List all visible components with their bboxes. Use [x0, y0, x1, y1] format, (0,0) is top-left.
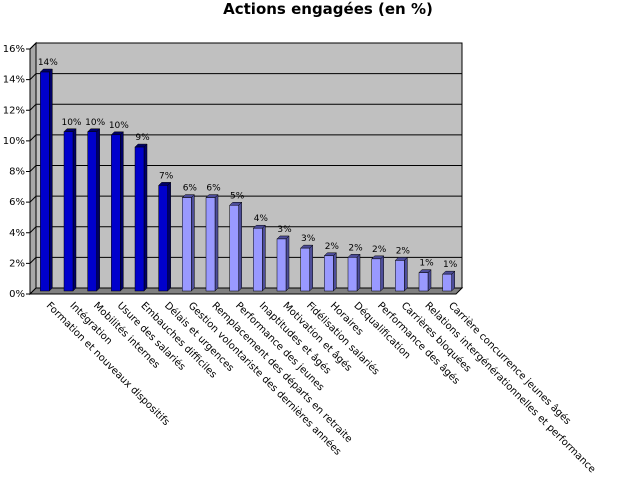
- bar-face: [347, 257, 358, 292]
- y-tick-label: 2%: [9, 258, 25, 269]
- y-tick-label: 14%: [3, 75, 25, 86]
- data-labels: 14% 10% 10% 10% 9% 7% 6% 6% 5% 4% 3% 3% 2% 2% 2% 2% 1% 1%: [38, 58, 458, 270]
- bar-face: [324, 255, 334, 292]
- x-category-label: Relations intergénérationnelles et perfo…: [422, 300, 598, 476]
- gridline-side: [29, 226, 37, 234]
- bar-side: [333, 252, 337, 292]
- bar: [252, 224, 266, 292]
- bar-side: [356, 253, 361, 292]
- gridline-side: [29, 103, 37, 111]
- bar-side: [285, 235, 290, 292]
- bar-face: [158, 185, 168, 292]
- data-label: 4%: [254, 214, 269, 224]
- y-tick-label: 12%: [3, 105, 25, 116]
- data-label: 1%: [419, 259, 434, 269]
- data-label: 5%: [230, 191, 245, 201]
- gridlines: [29, 42, 462, 264]
- gridline-side: [29, 195, 37, 203]
- bar: [323, 252, 337, 292]
- data-label: 9%: [135, 133, 150, 143]
- bar-side: [96, 128, 100, 292]
- bar-side: [49, 68, 53, 292]
- bar-side: [120, 131, 124, 292]
- bar-face: [182, 197, 192, 292]
- bar-side: [262, 224, 266, 292]
- data-label: 2%: [396, 246, 411, 256]
- bar-side: [191, 193, 195, 292]
- bar-side: [143, 143, 148, 292]
- data-label: 3%: [277, 225, 292, 235]
- bar: [300, 244, 314, 292]
- gridline-side: [29, 257, 37, 264]
- bar-side: [451, 270, 455, 292]
- bars: [39, 68, 456, 292]
- bar: [134, 143, 148, 292]
- bar-face: [229, 205, 239, 292]
- bar-face: [205, 197, 216, 292]
- bar-face: [40, 71, 50, 292]
- data-label: 7%: [159, 171, 174, 181]
- data-label: 3%: [301, 234, 316, 244]
- bar: [276, 235, 290, 292]
- bar-side: [167, 181, 171, 292]
- gridline-side: [29, 73, 37, 80]
- x-axis-labels: Formation et nouveaux dispositifsIntégra…: [44, 300, 598, 476]
- bar: [87, 128, 101, 292]
- bar: [347, 253, 361, 292]
- data-label: 1%: [443, 260, 458, 270]
- bar: [110, 131, 124, 292]
- bar: [418, 269, 432, 292]
- bar: [394, 256, 408, 292]
- y-tick-label: 16%: [3, 44, 25, 55]
- bar: [158, 181, 172, 292]
- data-label: 10%: [109, 121, 129, 131]
- data-label: 10%: [85, 118, 105, 128]
- chart-title: Actions engagées (en %): [223, 0, 433, 18]
- bar-face: [418, 272, 429, 292]
- data-label: 2%: [348, 243, 363, 253]
- y-tick-label: 8%: [9, 167, 25, 178]
- bar-face: [87, 131, 97, 292]
- bar-side: [309, 244, 313, 292]
- bar-face: [134, 146, 145, 292]
- bar-face: [395, 260, 405, 292]
- bar-side: [427, 269, 432, 292]
- y-tick-label: 6%: [9, 197, 25, 208]
- bar-side: [214, 193, 219, 292]
- gridline-side: [29, 134, 37, 142]
- bar-side: [238, 201, 242, 292]
- bar: [229, 201, 243, 292]
- data-label: 2%: [325, 242, 340, 252]
- y-axis: 0% 2% 4% 6% 8% 10% 12% 14% 16%: [3, 44, 31, 300]
- bar-face: [253, 227, 263, 292]
- data-label: 6%: [206, 184, 221, 194]
- data-label: 10%: [61, 118, 81, 128]
- data-label: 2%: [372, 245, 387, 255]
- gridline-side: [29, 42, 37, 50]
- bar-face: [442, 273, 452, 292]
- bar: [181, 193, 195, 292]
- bar: [39, 68, 53, 292]
- bar-face: [276, 238, 287, 292]
- bar-face: [300, 247, 310, 292]
- bar-side: [72, 128, 77, 292]
- y-tick-label: 4%: [9, 228, 25, 239]
- bar: [205, 193, 219, 292]
- gridline-side: [29, 165, 37, 172]
- y-tick-label: 0%: [9, 289, 25, 300]
- data-label: 14%: [38, 58, 58, 68]
- bar-face: [111, 134, 121, 292]
- bar-face: [63, 131, 74, 292]
- bar-side: [404, 256, 408, 292]
- data-label: 6%: [183, 184, 198, 194]
- bar: [63, 128, 77, 292]
- bar-side: [380, 255, 384, 292]
- bar: [371, 255, 385, 292]
- bar: [442, 270, 456, 292]
- bar-face: [371, 258, 381, 292]
- y-tick-label: 10%: [3, 136, 25, 147]
